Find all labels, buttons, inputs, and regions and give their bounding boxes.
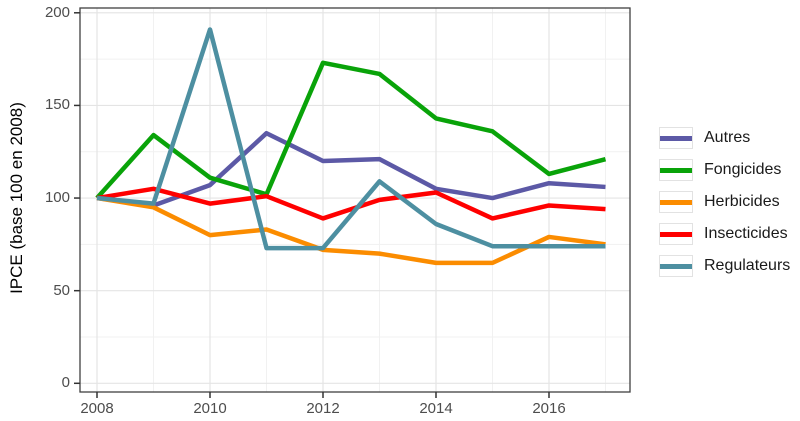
legend-item-autres: Autres bbox=[659, 127, 790, 149]
legend-key-line bbox=[660, 135, 692, 141]
legend-item-fongicides: Fongicides bbox=[659, 159, 790, 181]
y-tick-label: 150 bbox=[44, 96, 70, 114]
series-line-regulateurs bbox=[96, 27, 606, 251]
legend-key-line bbox=[660, 231, 692, 237]
legend-key-icon bbox=[659, 223, 693, 245]
legend-key-line bbox=[660, 263, 692, 269]
legend-label: Autres bbox=[704, 129, 751, 146]
x-tick-label: 2014 bbox=[419, 400, 453, 417]
legend-key-icon bbox=[659, 159, 693, 181]
legend-key-icon bbox=[659, 191, 693, 213]
series-line-fongicides bbox=[95, 60, 607, 200]
legend-label: Fongicides bbox=[704, 161, 782, 178]
legend: Autres Fongicides Herbicides Insecticides Re… bbox=[659, 127, 790, 287]
legend-key-icon bbox=[659, 255, 693, 277]
y-tick-label: 50 bbox=[53, 281, 70, 299]
legend-label: Regulateurs bbox=[704, 257, 791, 274]
panel-border bbox=[79, 7, 631, 393]
series-line-insecticides bbox=[96, 186, 606, 221]
series-line-herbicides bbox=[96, 195, 606, 266]
legend-key-line bbox=[660, 167, 692, 173]
legend-label: Herbicides bbox=[704, 193, 780, 210]
y-tick-label: 0 bbox=[61, 374, 70, 392]
y-tick-label: 200 bbox=[44, 3, 70, 21]
legend-item-regulateurs: Regulateurs bbox=[659, 255, 790, 277]
x-tick-label: 2010 bbox=[193, 400, 227, 417]
x-tick-label: 2012 bbox=[306, 400, 340, 417]
x-tick-label: 2016 bbox=[532, 400, 566, 417]
legend-key-icon bbox=[659, 127, 693, 149]
x-tick-label: 2008 bbox=[80, 400, 114, 417]
y-tick-label: 100 bbox=[44, 189, 70, 207]
legend-item-herbicides: Herbicides bbox=[659, 191, 790, 213]
legend-label: Insecticides bbox=[704, 225, 788, 242]
y-axis-title: IPCE (base 100 en 2008) bbox=[7, 102, 26, 294]
legend-item-insecticides: Insecticides bbox=[659, 223, 790, 245]
legend-key-line bbox=[660, 199, 692, 205]
